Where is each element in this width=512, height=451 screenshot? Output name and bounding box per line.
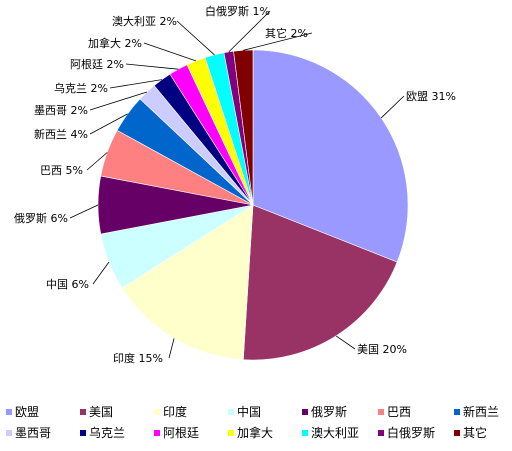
- slice-label: 巴西 5%: [40, 164, 83, 177]
- legend-swatch: [302, 409, 308, 415]
- legend-label: 印度: [163, 404, 187, 419]
- leader-line: [143, 42, 197, 62]
- slice-labels: 欧盟 31% 美国 20% 印度 15% 中国 6% 俄罗斯 6% 巴西 5% 新西兰 4%…: [14, 4, 456, 365]
- legend-swatch: [80, 430, 86, 436]
- legend-label: 墨西哥: [15, 426, 51, 440]
- slice-label: 印度 15%: [113, 351, 163, 365]
- slice-label: 澳大利亚 2%: [112, 14, 177, 28]
- legend-swatch: [6, 409, 12, 415]
- slice-label: 其它 2%: [265, 26, 308, 40]
- slice-label: 欧盟 31%: [406, 90, 456, 103]
- pie-slices: [97, 49, 409, 361]
- leader-line: [86, 152, 108, 171]
- slice-label: 乌克兰 2%: [54, 81, 108, 95]
- legend-label: 其它: [463, 425, 487, 440]
- slice-label: 中国 6%: [46, 278, 89, 291]
- legend-swatch: [6, 430, 12, 436]
- legend-swatch: [454, 409, 460, 415]
- legend-swatch: [228, 430, 234, 436]
- pie-slice: [242, 204, 398, 361]
- leader-line: [69, 204, 99, 219]
- leader-lines: [69, 10, 405, 359]
- pie-slice: [121, 204, 254, 361]
- slice-label: 俄罗斯 6%: [14, 212, 68, 225]
- legend-swatch: [228, 409, 234, 415]
- legend-label: 阿根廷: [163, 426, 199, 440]
- legend-label: 新西兰: [463, 404, 499, 419]
- leader-line: [89, 113, 128, 135]
- leader-line: [335, 335, 356, 350]
- pie-slice: [233, 49, 254, 206]
- legend-label: 欧盟: [15, 405, 39, 419]
- legend-label: 中国: [237, 404, 261, 419]
- legend-swatch: [154, 430, 160, 436]
- leader-line: [243, 32, 313, 51]
- slice-label: 新西兰 4%: [34, 127, 88, 141]
- leader-line: [176, 20, 215, 56]
- legend-label: 美国: [89, 405, 113, 419]
- legend-label: 俄罗斯: [311, 405, 347, 419]
- leader-line: [168, 338, 175, 359]
- leader-line: [380, 95, 405, 119]
- legend-label: 澳大利亚: [311, 426, 359, 440]
- slice-label: 美国 20%: [357, 343, 407, 356]
- leader-line: [92, 261, 110, 285]
- legend-swatch: [454, 430, 460, 436]
- slice-label: 白俄罗斯 1%: [205, 4, 270, 18]
- leader-line: [228, 10, 271, 53]
- legend-swatch: [154, 409, 160, 415]
- legend-swatch: [80, 409, 86, 415]
- slice-label: 阿根廷 2%: [70, 57, 124, 71]
- legend-label: 乌克兰: [89, 425, 125, 440]
- legend-swatch: [302, 430, 308, 436]
- slice-label: 加拿大 2%: [88, 36, 142, 50]
- slice-label: 墨西哥 2%: [34, 104, 88, 117]
- leader-line: [125, 63, 179, 70]
- legend-label: 加拿大: [237, 425, 273, 440]
- legend-label: 白俄罗斯: [387, 425, 435, 440]
- legend-swatch: [378, 430, 384, 436]
- legend-label: 巴西: [387, 405, 411, 419]
- leader-line: [89, 91, 148, 111]
- leader-line: [109, 79, 162, 89]
- legend-swatch: [378, 409, 384, 415]
